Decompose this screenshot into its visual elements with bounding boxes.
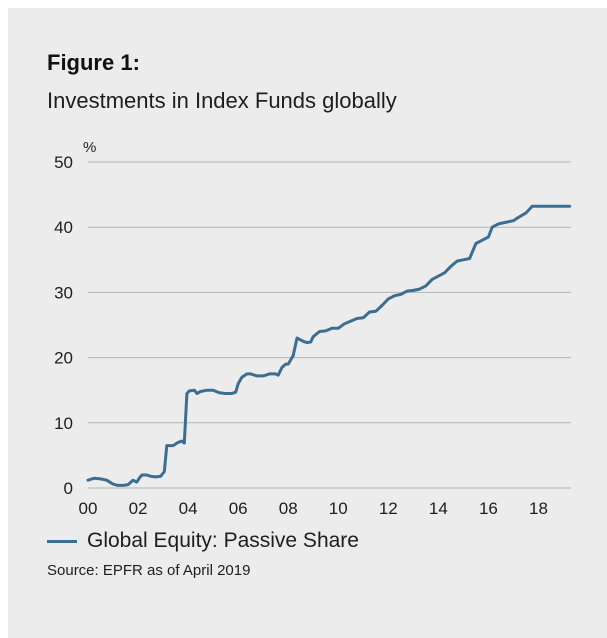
y-tick-labels: 0 10 20 30 40 50 — [54, 153, 73, 498]
x-tick-label: 18 — [529, 499, 548, 518]
x-tick-label: 06 — [229, 499, 248, 518]
y-tick-label: 20 — [54, 349, 73, 368]
x-tick-label: 08 — [279, 499, 298, 518]
series-line-0 — [86, 204, 572, 487]
y-tick-label: 10 — [54, 414, 73, 433]
x-tick-label: 02 — [129, 499, 148, 518]
y-tick-label: 30 — [54, 283, 73, 302]
y-tick-label: 50 — [54, 153, 73, 172]
grid-lines — [88, 161, 571, 489]
x-tick-labels: 00 02 04 06 08 10 12 14 16 18 — [79, 499, 548, 518]
x-tick-label: 10 — [329, 499, 348, 518]
figure-panel — [8, 8, 607, 638]
x-tick-label: 16 — [479, 499, 498, 518]
source-note: Source: EPFR as of April 2019 — [47, 562, 251, 579]
series-layer — [86, 204, 572, 487]
figure-label: Figure 1: — [47, 50, 140, 75]
y-unit-label: % — [83, 139, 96, 156]
legend: Global Equity: Passive Share — [47, 528, 359, 554]
x-tick-label: 14 — [429, 499, 448, 518]
legend-label: Global Equity: Passive Share — [87, 529, 359, 552]
x-tick-label: 04 — [179, 499, 198, 518]
y-tick-label: 40 — [54, 218, 73, 237]
legend-swatch — [47, 539, 77, 543]
figure-title: Investments in Index Funds globally — [47, 88, 397, 113]
y-tick-label: 0 — [64, 479, 73, 498]
x-tick-label: 12 — [379, 499, 398, 518]
x-tick-label: 00 — [79, 499, 98, 518]
